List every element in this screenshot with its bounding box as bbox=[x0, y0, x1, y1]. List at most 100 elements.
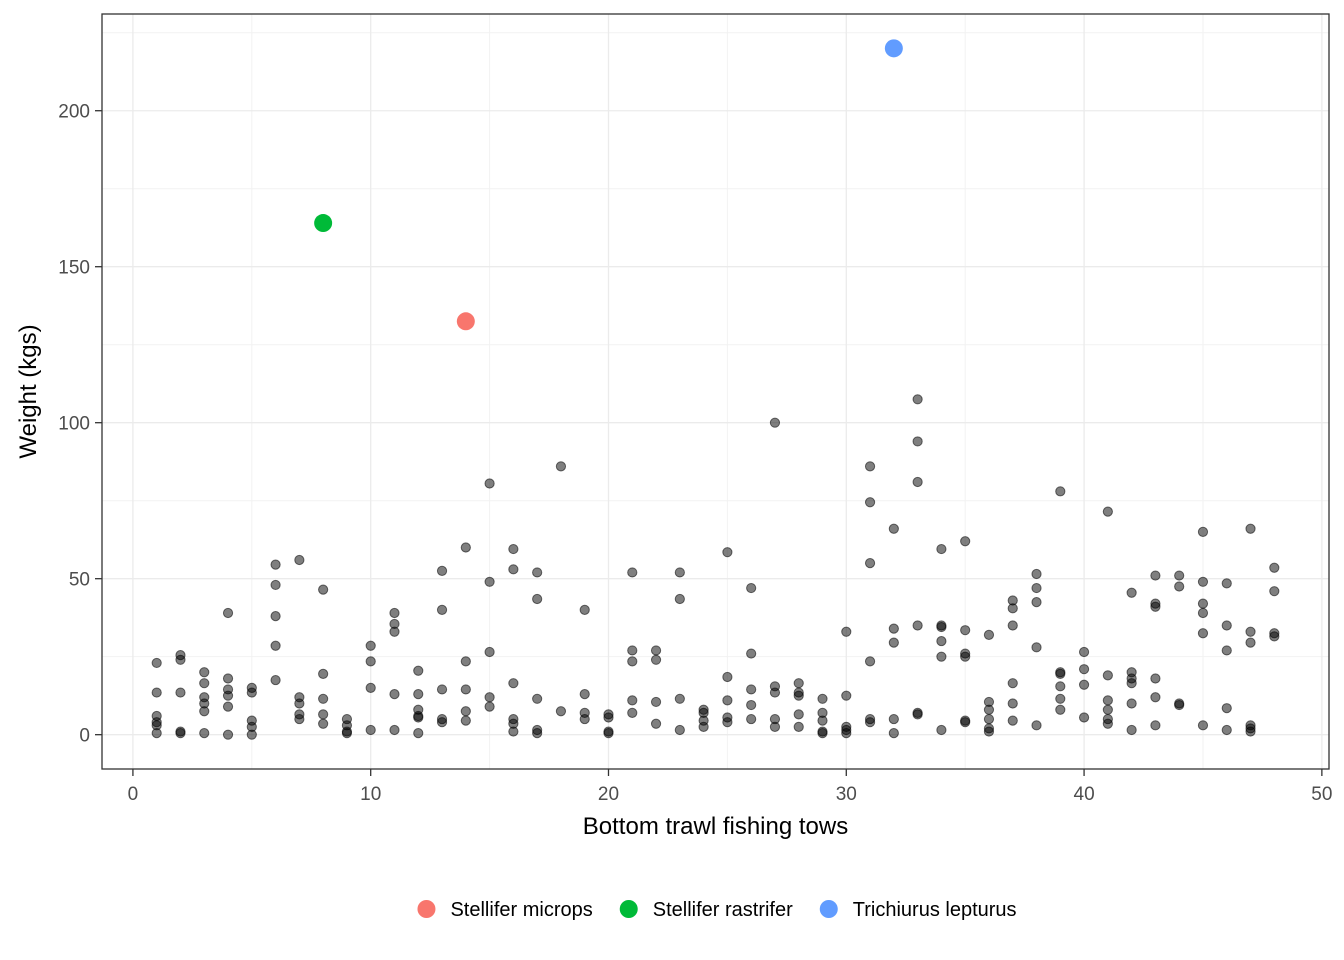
data-point bbox=[1102, 695, 1113, 706]
data-point bbox=[484, 692, 495, 703]
data-point bbox=[698, 721, 709, 732]
data-point bbox=[294, 554, 305, 566]
data-point bbox=[674, 593, 685, 605]
legend: Stellifer microps Stellifer rastrifer Tric… bbox=[417, 899, 1017, 921]
data-point bbox=[413, 665, 424, 676]
data-point bbox=[1055, 704, 1066, 715]
data-point bbox=[746, 684, 757, 695]
data-point bbox=[1102, 704, 1113, 715]
data-point bbox=[1031, 720, 1042, 731]
data-point bbox=[1150, 692, 1161, 703]
data-point bbox=[222, 701, 234, 712]
data-point bbox=[888, 637, 899, 648]
legend-key bbox=[619, 900, 638, 918]
legend-key bbox=[819, 900, 838, 918]
data-point bbox=[746, 648, 757, 659]
data-point bbox=[199, 706, 210, 717]
data-point bbox=[603, 728, 614, 739]
legend-key bbox=[417, 900, 436, 918]
data-point bbox=[151, 687, 162, 698]
data-point bbox=[1126, 587, 1137, 598]
data-point bbox=[199, 728, 210, 739]
data-point bbox=[746, 582, 757, 594]
data-point bbox=[1031, 582, 1042, 594]
data-point bbox=[222, 673, 234, 684]
data-point bbox=[936, 724, 947, 736]
data-point bbox=[270, 579, 281, 591]
data-point bbox=[1102, 718, 1113, 729]
data-point bbox=[769, 687, 781, 698]
data-point bbox=[1221, 703, 1232, 714]
data-point bbox=[1174, 699, 1185, 711]
y-tick-label: 200 bbox=[58, 102, 90, 123]
data-point bbox=[318, 709, 329, 720]
data-point bbox=[199, 678, 210, 689]
data-point bbox=[579, 713, 590, 725]
y-axis-title: Weight (kgs) bbox=[15, 324, 42, 458]
data-point bbox=[294, 713, 305, 725]
data-point bbox=[1221, 578, 1232, 589]
data-point bbox=[1007, 715, 1018, 726]
data-point bbox=[1150, 720, 1161, 731]
data-point bbox=[627, 707, 638, 718]
data-point bbox=[222, 690, 234, 701]
data-point bbox=[1078, 664, 1090, 675]
data-point bbox=[413, 689, 424, 700]
data-point bbox=[888, 523, 899, 534]
data-point bbox=[912, 709, 923, 720]
data-point bbox=[484, 701, 495, 712]
data-point bbox=[532, 593, 543, 605]
data-point bbox=[674, 724, 685, 736]
data-point bbox=[603, 712, 614, 723]
data-point bbox=[1031, 596, 1042, 608]
x-tick-label: 40 bbox=[1074, 784, 1095, 805]
data-point bbox=[1174, 581, 1185, 592]
data-point bbox=[1197, 607, 1209, 619]
axis-ticks: 0 10 20 30 40 50 0 50 100 150 200 bbox=[58, 102, 1332, 805]
data-point bbox=[1150, 673, 1161, 684]
data-point bbox=[460, 715, 471, 726]
data-point bbox=[1197, 598, 1209, 609]
x-tick-label: 30 bbox=[836, 784, 857, 805]
data-point bbox=[1078, 679, 1090, 690]
data-point bbox=[864, 717, 876, 728]
data-point bbox=[1102, 670, 1113, 681]
data-point bbox=[1055, 681, 1066, 692]
data-point bbox=[508, 726, 519, 737]
data-point bbox=[1197, 526, 1209, 537]
data-point bbox=[1197, 628, 1209, 639]
x-tick-label: 50 bbox=[1311, 784, 1332, 805]
data-point bbox=[1126, 724, 1137, 736]
data-point bbox=[175, 728, 186, 739]
data-point bbox=[817, 693, 828, 704]
data-point bbox=[508, 564, 519, 575]
data-point bbox=[912, 620, 923, 631]
data-point bbox=[555, 461, 567, 472]
data-point bbox=[674, 567, 685, 578]
data-point bbox=[222, 729, 234, 740]
data-point bbox=[888, 623, 899, 634]
data-point bbox=[793, 690, 804, 701]
data-point bbox=[199, 667, 210, 678]
data-point bbox=[341, 728, 353, 739]
data-point bbox=[270, 611, 281, 622]
data-point bbox=[983, 713, 995, 725]
data-point bbox=[436, 604, 448, 615]
data-point bbox=[627, 695, 638, 706]
data-point bbox=[769, 417, 781, 428]
legend-label: Trichiurus lepturus bbox=[853, 899, 1017, 921]
data-point bbox=[389, 626, 400, 637]
data-point bbox=[318, 668, 329, 679]
data-point bbox=[793, 678, 804, 689]
data-point bbox=[460, 706, 471, 717]
data-point bbox=[389, 607, 400, 619]
data-point bbox=[246, 729, 257, 740]
data-point bbox=[1269, 562, 1280, 573]
data-point bbox=[1221, 724, 1232, 736]
x-axis-title: Bottom trawl fishing tows bbox=[583, 813, 848, 840]
data-point bbox=[769, 721, 781, 732]
data-point bbox=[722, 671, 733, 683]
data-point bbox=[365, 656, 376, 667]
legend-label: Stellifer microps bbox=[450, 899, 592, 921]
data-point bbox=[627, 645, 638, 656]
